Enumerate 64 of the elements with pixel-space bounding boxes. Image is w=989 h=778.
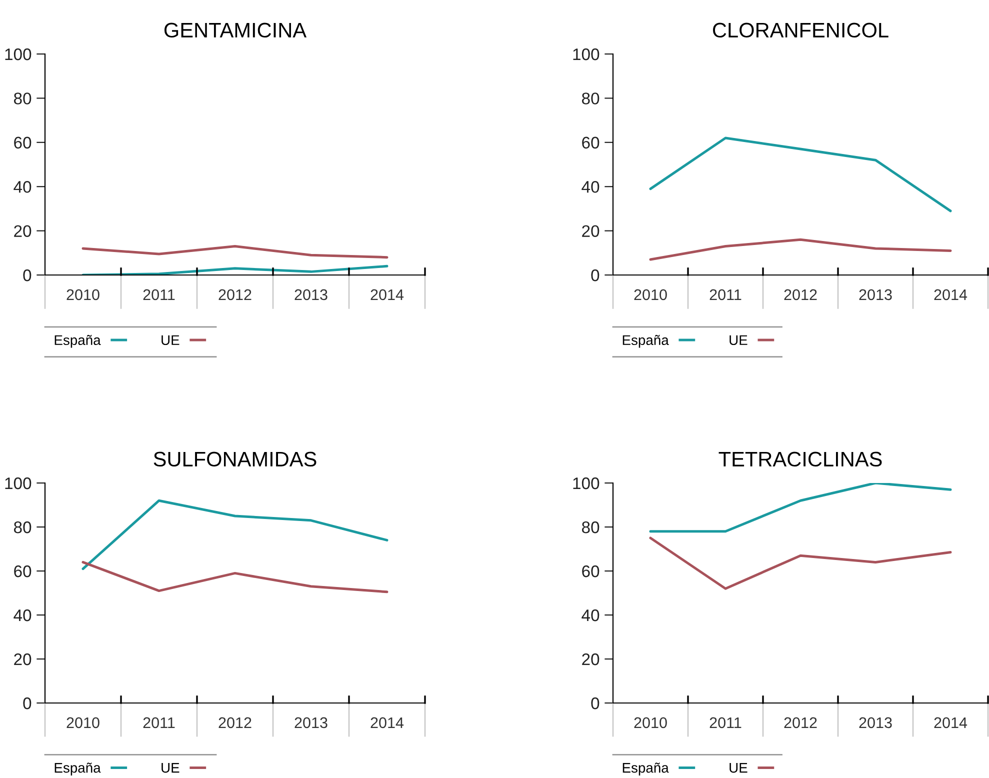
x-tick-label: 2010 xyxy=(634,289,667,300)
x-tick-label: 2014 xyxy=(934,717,968,728)
y-tick-label: 100 xyxy=(5,477,32,490)
line-series xyxy=(649,136,952,212)
x-tick-label: 2013 xyxy=(294,289,328,300)
line-series xyxy=(82,264,388,275)
y-tick-label: 20 xyxy=(14,653,32,666)
x-tick-label: 2014 xyxy=(370,289,404,300)
y-tick-label: 60 xyxy=(14,565,32,578)
legend-label: UE xyxy=(730,763,748,773)
y-tick-label: 80 xyxy=(582,92,600,104)
x-tick-label: 2010 xyxy=(66,717,100,728)
x-tick-label: 2011 xyxy=(143,289,175,300)
y-tick-label: 60 xyxy=(14,136,32,149)
line-series xyxy=(82,560,388,594)
x-tick-label: 2013 xyxy=(859,289,892,300)
x-tick-label: 2014 xyxy=(934,289,968,300)
x-tick-label: 2013 xyxy=(294,717,328,728)
x-tick-label: 2010 xyxy=(66,289,100,300)
chart-title: SULFONAMIDAS xyxy=(154,452,316,467)
y-tick-label: 100 xyxy=(5,48,32,60)
x-tick-label: 2012 xyxy=(218,289,252,300)
legend-label: UE xyxy=(162,763,180,773)
y-tick-label: 40 xyxy=(14,609,32,622)
x-tick-label: 2012 xyxy=(784,289,817,300)
y-tick-label: 0 xyxy=(591,269,600,282)
y-tick-label: 80 xyxy=(14,521,32,534)
x-tick-label: 2012 xyxy=(784,717,817,728)
chart-title: GENTAMICINA xyxy=(164,22,307,38)
legend-label: España xyxy=(54,334,101,348)
legend-label: UE xyxy=(730,335,748,346)
y-tick-label: 100 xyxy=(573,48,600,60)
y-tick-label: 0 xyxy=(23,697,32,710)
x-tick-label: 2010 xyxy=(634,717,667,728)
legend-label: España xyxy=(54,762,101,776)
line-series xyxy=(82,499,388,570)
legend-label: España xyxy=(622,334,669,348)
y-tick-label: 60 xyxy=(582,565,600,578)
y-tick-label: 20 xyxy=(582,653,600,666)
y-tick-label: 40 xyxy=(14,181,32,193)
x-tick-label: 2012 xyxy=(218,717,252,728)
y-tick-label: 0 xyxy=(591,697,600,710)
y-tick-label: 20 xyxy=(582,225,600,238)
x-tick-label: 2013 xyxy=(859,717,892,728)
x-tick-label: 2011 xyxy=(710,289,742,300)
line-series xyxy=(649,238,952,261)
line-series xyxy=(82,245,388,259)
line-series xyxy=(649,536,952,590)
x-tick-label: 2011 xyxy=(143,717,175,728)
y-tick-label: 60 xyxy=(582,136,600,149)
y-tick-label: 0 xyxy=(23,269,32,282)
x-tick-label: 2011 xyxy=(710,717,742,728)
chart-title: TETRACICLINAS xyxy=(718,452,882,467)
chart-title: CLORANFENICOL xyxy=(713,22,888,38)
line-series xyxy=(649,483,952,533)
y-tick-label: 80 xyxy=(582,521,600,534)
legend-label: UE xyxy=(162,335,180,346)
y-tick-label: 40 xyxy=(582,609,600,622)
y-tick-label: 20 xyxy=(14,225,32,238)
legend-label: España xyxy=(622,762,669,776)
x-tick-label: 2014 xyxy=(370,717,404,728)
y-tick-label: 100 xyxy=(573,477,600,490)
y-tick-label: 40 xyxy=(582,181,600,193)
y-tick-label: 80 xyxy=(14,92,32,104)
